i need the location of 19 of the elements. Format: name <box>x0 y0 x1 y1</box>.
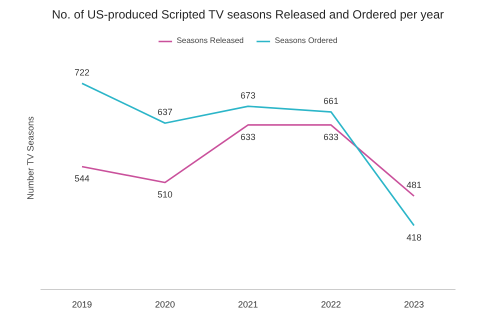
x-tick-label: 2022 <box>320 300 342 310</box>
x-tick-label: 2019 <box>72 300 92 310</box>
y-axis-title: Number TV Seasons <box>26 116 36 200</box>
data-label: 722 <box>74 67 90 78</box>
data-label: 633 <box>240 132 256 142</box>
data-label: 510 <box>157 190 173 200</box>
legend-label: Seasons Ordered <box>274 36 338 45</box>
chart-title: No. of US-produced Scripted TV seasons Released and Ordered per year <box>52 8 444 22</box>
data-label: 544 <box>74 174 90 184</box>
legend-label: Seasons Released <box>176 36 244 45</box>
x-tick-label: 2021 <box>238 300 258 310</box>
data-label: 418 <box>406 232 422 243</box>
data-label: 633 <box>323 132 339 142</box>
data-label: 637 <box>157 107 173 118</box>
x-tick-label: 2023 <box>404 300 424 310</box>
data-label: 481 <box>406 180 422 190</box>
data-label: 673 <box>240 90 256 100</box>
data-label: 661 <box>323 96 339 106</box>
x-tick-label: 2020 <box>154 300 176 310</box>
